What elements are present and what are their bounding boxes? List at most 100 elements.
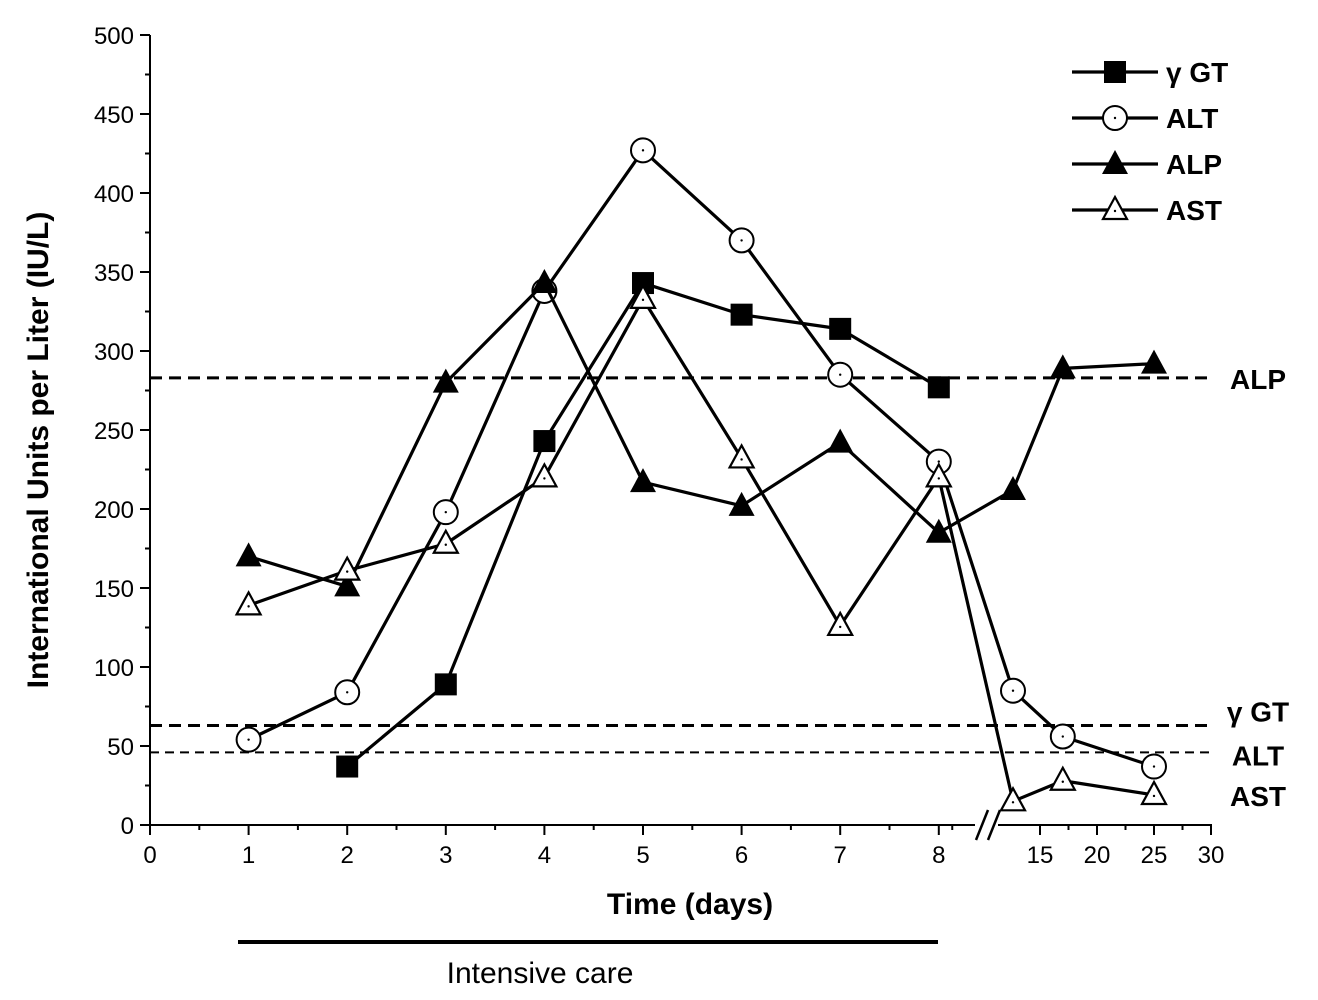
data-point-ast	[234, 590, 263, 616]
legend-marker-ast-dot	[1113, 209, 1117, 213]
axis-break-mark	[974, 809, 990, 841]
data-point-gt	[730, 303, 753, 326]
series-ast	[234, 283, 1168, 812]
data-point-ast-dot	[839, 625, 842, 629]
data-point-alp	[531, 269, 558, 294]
y-tick-label: 50	[107, 734, 134, 761]
data-point-alp	[827, 428, 854, 453]
legend-label-ast: AST	[1166, 195, 1222, 226]
y-tick-label: 400	[94, 181, 134, 208]
data-point-ast-dot	[1061, 780, 1065, 783]
data-point-alt-dot	[346, 691, 349, 694]
data-point-ast	[629, 283, 657, 309]
data-point-alp	[1049, 354, 1076, 379]
y-tick-label: 350	[94, 260, 134, 287]
legend-item-alp: ALP	[1072, 149, 1222, 180]
data-point-alt-dot	[444, 510, 447, 514]
data-point-ast-dot	[740, 458, 743, 461]
y-tick-label: 100	[94, 655, 134, 682]
data-point-alt-dot	[1061, 735, 1065, 738]
x-tick-label: 20	[1084, 842, 1111, 869]
reference-label-alp: ALP	[1230, 364, 1286, 395]
y-tick-label: 500	[94, 23, 134, 50]
data-point-ast	[727, 443, 756, 469]
data-point-alp	[334, 572, 361, 597]
data-point-alp	[1141, 349, 1167, 374]
axes: 0 50 100 150 200 250 300 350 400 450 500 0 1 2 3 4 5 6 7 8 1…	[94, 23, 1224, 869]
legend-marker-gt	[1104, 61, 1126, 83]
reference-label-alt: ALT	[1232, 740, 1284, 771]
legend-marker-ast	[1101, 194, 1129, 221]
y-tick-label: 150	[94, 576, 134, 603]
data-point-alp	[925, 518, 952, 543]
series-line-alp	[248, 281, 1155, 589]
data-point-gt	[829, 317, 852, 340]
legend-marker-alp	[1102, 150, 1128, 174]
legend-marker-alt-dot	[1113, 116, 1117, 120]
series-line-alt	[247, 148, 1155, 769]
data-point-alp	[235, 542, 262, 567]
data-point-alt-dot	[1011, 689, 1015, 692]
data-point-ast	[1140, 779, 1168, 806]
legend-label-alt: ALT	[1166, 103, 1218, 134]
legend-label-gt: γ GT	[1166, 57, 1228, 88]
data-point-gt	[434, 673, 457, 696]
x-tick-label: 25	[1141, 842, 1168, 869]
data-point-gt	[632, 272, 654, 295]
legend-item-gt: γ GT	[1072, 57, 1228, 88]
data-point-alp	[1000, 476, 1026, 501]
axis-break-mark	[986, 809, 1002, 841]
x-tick-label: 30	[1198, 842, 1225, 869]
data-point-ast-dot	[937, 477, 940, 480]
x-tick-label: 5	[636, 842, 649, 869]
data-point-ast-dot	[346, 570, 349, 573]
legend-label-alp: ALP	[1166, 149, 1222, 180]
x-tick-label: 7	[834, 842, 847, 869]
data-point-gt	[336, 755, 359, 778]
x-tick-label: 4	[538, 842, 551, 869]
reference-label-gt: γ GT	[1227, 696, 1289, 727]
legend: γ GT ALT ALP AST	[1072, 57, 1228, 226]
data-point-ast	[333, 555, 362, 581]
data-point-ast	[826, 610, 855, 637]
x-tick-label: 1	[242, 842, 255, 869]
data-point-alt-dot	[247, 738, 250, 741]
y-tick-label: 450	[94, 102, 134, 129]
data-point-ast-dot	[1011, 801, 1015, 804]
x-tick-label: 15	[1027, 842, 1054, 869]
data-point-gt	[533, 430, 556, 453]
reference-label-ast: AST	[1230, 781, 1286, 812]
y-tick-label: 0	[121, 813, 134, 840]
data-point-alp	[728, 491, 755, 516]
x-tick-label: 0	[143, 842, 156, 869]
data-point-alt-dot	[1152, 765, 1156, 768]
data-point-ast-dot	[247, 605, 250, 608]
series-alp	[235, 269, 1167, 597]
y-tick-label: 250	[94, 418, 134, 445]
series-gt	[336, 272, 950, 778]
data-series	[234, 137, 1168, 812]
data-point-ast-dot	[444, 543, 447, 546]
data-point-ast	[431, 528, 460, 554]
data-point-ast-dot	[543, 477, 546, 480]
y-axis-title: International Units per Liter (IU/L)	[22, 212, 55, 689]
data-point-ast-dot	[1152, 794, 1156, 798]
y-tick-label: 200	[94, 497, 134, 524]
data-point-ast	[1048, 765, 1077, 791]
data-point-alt-dot	[641, 149, 645, 152]
legend-item-alt: ALT	[1072, 103, 1218, 134]
data-point-alt-dot	[937, 460, 940, 463]
reference-lines: ALP γ GT ALT AST	[150, 364, 1289, 812]
data-point-gt	[927, 376, 950, 399]
x-tick-label: 8	[932, 842, 945, 869]
x-tick-label: 2	[341, 842, 354, 869]
x-axis-title: Time (days)	[607, 888, 773, 921]
data-point-ast-dot	[641, 298, 645, 302]
x-tick-label: 6	[735, 842, 748, 869]
intensive-care-label: Intensive care	[447, 957, 634, 990]
series-alt	[235, 137, 1167, 780]
data-point-alp	[630, 468, 656, 493]
x-tick-label: 3	[439, 842, 452, 869]
y-tick-label: 300	[94, 339, 134, 366]
